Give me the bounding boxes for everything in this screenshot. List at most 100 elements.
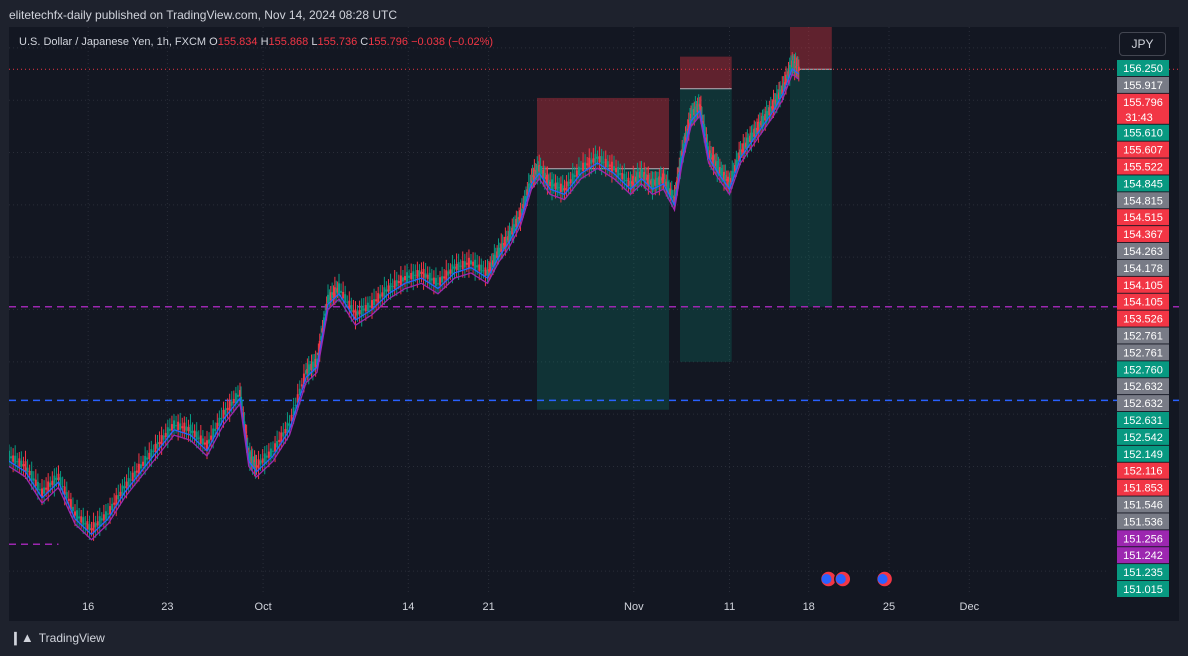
candle-body [67, 498, 70, 501]
candle-body [478, 264, 481, 271]
candle-body [691, 109, 694, 120]
price-scale-badge-6 [1117, 175, 1169, 192]
candle-body [710, 153, 713, 160]
candle-body [90, 528, 93, 531]
candle-body [775, 94, 778, 105]
candle-body [84, 523, 87, 525]
candle-body [125, 481, 128, 488]
price-scale-badge-8 [1117, 209, 1169, 226]
price-scale-label-17: 152.760 [1123, 364, 1163, 376]
candle-body [723, 171, 725, 181]
price-scale-badge-19 [1117, 395, 1169, 412]
candle-body [731, 170, 734, 182]
candle-body [158, 441, 161, 444]
candle-body [637, 175, 640, 178]
currency-button[interactable]: JPY [1119, 32, 1166, 56]
candle-body [455, 263, 458, 271]
candle-body [683, 143, 686, 145]
candle-body [57, 473, 60, 481]
candle-body [71, 506, 74, 512]
price-scale-label-28: 151.242 [1123, 550, 1163, 562]
candle-body [422, 268, 425, 280]
candle-body [385, 289, 388, 292]
candle-body [556, 182, 559, 191]
position-stop-zone-1 [680, 56, 732, 89]
candle-body [792, 60, 795, 69]
candle-body [306, 368, 309, 374]
position-target-zone-2 [790, 69, 832, 307]
candle-body [142, 461, 145, 466]
candle-body [296, 394, 299, 403]
price-scale-label-21: 152.542 [1123, 432, 1163, 444]
candle-body [706, 142, 709, 151]
candle-body [538, 165, 541, 172]
x-tick-label-3: 14 [402, 601, 414, 613]
candle-body [107, 513, 109, 515]
candle-body [443, 276, 446, 279]
price-scale-label-13: 154.105 [1123, 297, 1163, 309]
candle-body [224, 408, 227, 415]
candle-body [673, 195, 676, 204]
candle-body [377, 293, 380, 304]
candle-body [197, 437, 200, 439]
candle-body [740, 149, 743, 152]
candle-body [594, 153, 597, 165]
candle-body [688, 118, 691, 123]
candle-body [487, 269, 490, 272]
candle-body [505, 238, 508, 243]
candle-body [531, 174, 534, 181]
candle-body [100, 518, 103, 521]
candle-body [621, 172, 624, 180]
candle-body [484, 267, 487, 276]
candle-body [457, 262, 460, 271]
candle-body [232, 398, 235, 404]
price-chart[interactable]: 16 23 Oct 14 21 Nov 11 18 25 Dec 156.250 155.917 155… [9, 27, 1179, 621]
candle-body [739, 149, 742, 156]
candle-body [187, 427, 190, 432]
candle-body [318, 340, 321, 352]
candle-body [140, 464, 142, 469]
candle-body [10, 456, 13, 459]
candle-body [571, 173, 574, 184]
candle-body [486, 269, 489, 277]
candle-body [424, 273, 427, 278]
candle-body [703, 123, 706, 135]
candle-body [750, 132, 753, 142]
candle-body [210, 435, 213, 440]
candle-body [619, 173, 622, 176]
candle-body [685, 131, 688, 138]
candle-body [294, 404, 297, 406]
price-scale-label-5: 155.522 [1123, 162, 1163, 174]
candle-body [449, 269, 452, 274]
candle-body [12, 455, 15, 462]
candle-body [53, 475, 56, 487]
candle-body [751, 134, 754, 136]
candle-body [520, 208, 523, 213]
candle-body [133, 471, 136, 478]
candle-body [567, 181, 570, 187]
candle-body [569, 179, 572, 184]
candle-body [26, 467, 29, 472]
candle-body [342, 291, 345, 299]
candle-body [366, 302, 369, 312]
candle-body [509, 232, 512, 235]
chart-area[interactable]: 16 23 Oct 14 21 Nov 11 18 25 Dec 156.250 155.917 155… [9, 27, 1179, 621]
candle-body [375, 299, 378, 302]
candle-body [718, 167, 721, 174]
candle-body [175, 425, 178, 427]
candle-body [356, 311, 359, 316]
candle-body [338, 283, 340, 294]
candle-body [704, 133, 707, 136]
x-tick-label-9: Dec [960, 601, 980, 613]
candle-body [267, 451, 270, 458]
price-scale-badge-4 [1117, 141, 1169, 158]
candle-body [160, 435, 163, 446]
candle-body [88, 524, 91, 531]
candle-body [756, 127, 758, 131]
candle-body [765, 111, 768, 120]
candle-body [18, 458, 21, 467]
candle-body [717, 167, 720, 170]
candle-body [381, 292, 384, 297]
candle-body [439, 277, 442, 286]
candle-body [162, 435, 165, 440]
